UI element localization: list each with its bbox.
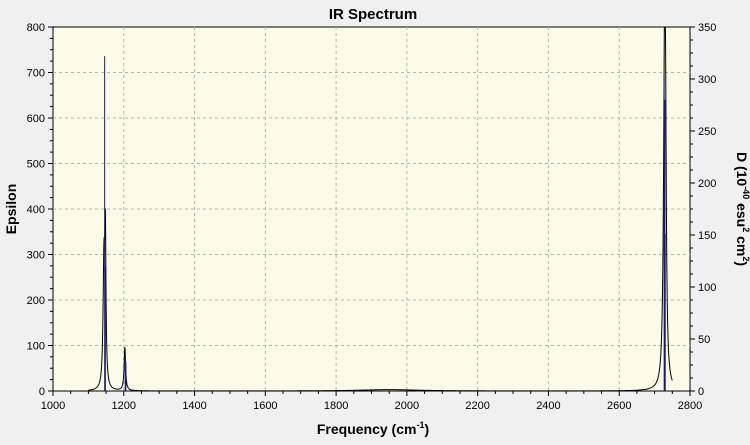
chart-title: IR Spectrum [329, 6, 417, 23]
x-tick-label: 1200 [112, 400, 136, 412]
y2-tick-label: 50 [698, 334, 710, 346]
x-tick-label: 1000 [41, 400, 65, 412]
x-tick-label: 2400 [536, 400, 560, 412]
y-tick-label: 700 [27, 68, 45, 80]
x-tick-label: 1800 [324, 400, 348, 412]
x-axis-title: Frequency (cm-1) [317, 420, 429, 437]
y2-tick-label: 200 [698, 178, 716, 190]
x-axis-title-sup: -1 [416, 420, 424, 430]
y-tick-label: 0 [39, 386, 45, 398]
y2-title-prefix: D (10 [734, 152, 750, 186]
y2-axis-title: D (10-40 esu2 cm2) [734, 152, 750, 266]
x-tick-label: 1600 [253, 400, 277, 412]
spectrum-curve-layer [88, 26, 673, 392]
y2-title-mid2: cm [734, 232, 750, 256]
spectrum-curve [88, 26, 673, 392]
y-tick-label: 300 [27, 250, 45, 262]
x-tick-label: 2800 [678, 400, 702, 412]
y2-title-mid: esu [734, 199, 750, 227]
y2-tick-label: 100 [698, 282, 716, 294]
y2-tick-label: 250 [698, 126, 716, 138]
y-tick-label: 600 [27, 113, 45, 125]
y-tick-label: 400 [27, 204, 45, 216]
y-tick-label: 100 [27, 341, 45, 353]
y-tick-label: 200 [27, 295, 45, 307]
y-axis-title: Epsilon [3, 184, 19, 235]
stick-layer [104, 56, 666, 391]
x-tick-label: 2600 [607, 400, 631, 412]
y-tick-label: 500 [27, 159, 45, 171]
y2-title-tail: ) [734, 261, 750, 266]
x-tick-label: 2200 [465, 400, 489, 412]
x-axis-title-tail: ) [424, 421, 429, 437]
y2-title-sup3: 2 [741, 256, 750, 261]
y2-tick-label: 300 [698, 74, 716, 86]
x-tick-label: 1400 [182, 400, 206, 412]
axis-ticks: 1000 1200 1400 1600 1800 2000 2200 2400 2600 2800… [27, 22, 717, 412]
x-tick-label: 2000 [395, 400, 419, 412]
y-tick-label: 800 [27, 22, 45, 34]
x-axis-title-main: Frequency (cm [317, 421, 417, 437]
y2-tick-label: 0 [698, 386, 704, 398]
y2-tick-label: 150 [698, 230, 716, 242]
y2-title-sup1: -40 [741, 186, 750, 199]
y2-tick-label: 350 [698, 22, 716, 34]
grid-lines [53, 27, 690, 391]
y2-title-sup2: 2 [741, 227, 750, 232]
